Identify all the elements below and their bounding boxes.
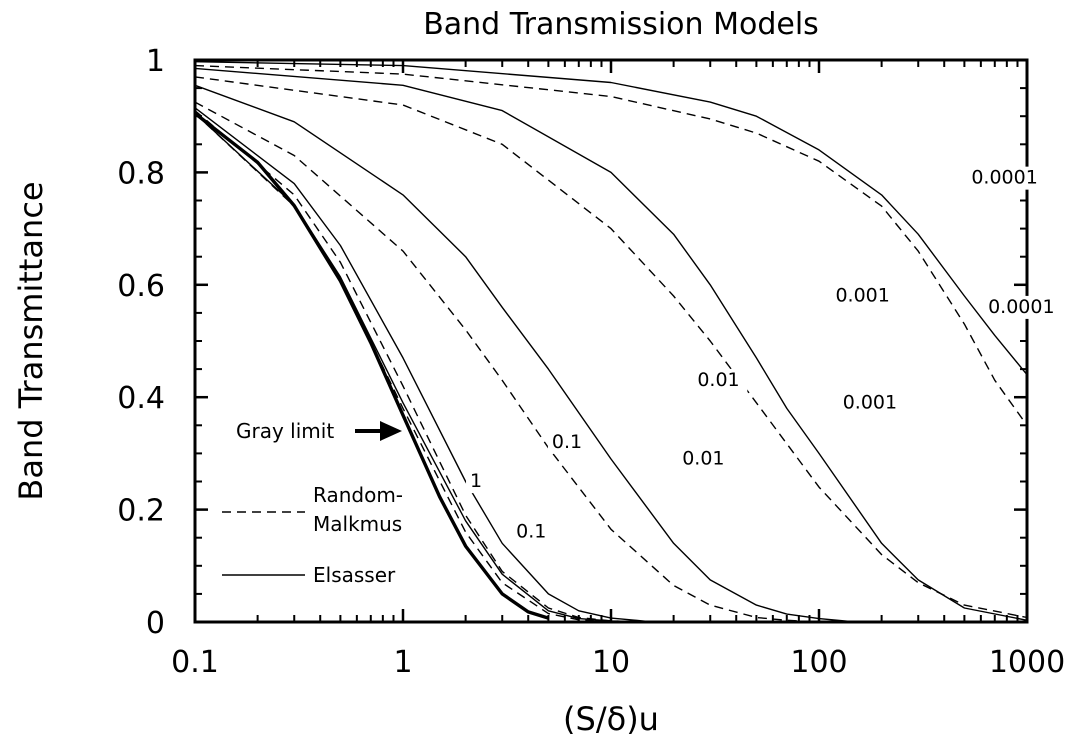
x-tick-label: 0.1 xyxy=(171,645,219,680)
x-tick-label: 1 xyxy=(393,645,412,680)
gray-limit-curve xyxy=(193,112,549,620)
curve-label: 0.1 xyxy=(516,521,546,543)
curves-group xyxy=(193,61,1028,623)
axis-ticks: 0 0.2 0.4 0.6 0.8 1 0.1 1 10 100 1000 xyxy=(117,44,1065,680)
arrow-head-icon xyxy=(380,421,402,441)
elsasser-curve xyxy=(194,107,674,623)
y-tick-label: 0.6 xyxy=(117,269,165,304)
x-tick-label: 10 xyxy=(592,645,630,680)
elsasser-curve xyxy=(194,67,1028,621)
curve-label-bg xyxy=(984,295,1062,319)
malkmus-curve xyxy=(194,64,1028,426)
x-tick-label: 1000 xyxy=(989,645,1065,680)
chart-title: Band Transmission Models xyxy=(423,7,819,42)
curve-label: 1 xyxy=(470,470,482,492)
curve-label-bg xyxy=(967,166,1045,190)
y-axis-label: Band Transmittance xyxy=(12,181,50,500)
gray-limit-annotation: Gray limit xyxy=(236,419,402,443)
plot-frame xyxy=(193,58,1029,624)
legend-label-elsasser: Elsasser xyxy=(313,563,396,587)
elsasser-curve xyxy=(194,112,648,623)
y-tick-label: 0 xyxy=(146,606,165,641)
y-tick-label: 0.4 xyxy=(117,381,165,416)
x-tick-label: 100 xyxy=(790,645,847,680)
legend-label-malkmus: Random- xyxy=(313,483,403,507)
malkmus-curve xyxy=(194,112,612,623)
gray-limit-label: Gray limit xyxy=(236,419,334,443)
curve-label-bg xyxy=(831,284,897,308)
curve-label-bg xyxy=(512,520,555,544)
curve-labels-group: 0.0001 0.0001 0.001 0.001 0.01 0.01 0.1 0.1 1 xyxy=(466,166,1062,544)
y-tick-label: 0.2 xyxy=(117,494,165,529)
legend: Random- Malkmus Elsasser xyxy=(222,483,403,587)
curve-label: 0.0001 xyxy=(988,296,1054,318)
curve-label: 0.001 xyxy=(835,285,889,307)
curve-label: 0.01 xyxy=(697,369,739,391)
curve-label-bg xyxy=(547,430,591,454)
y-tick-label: 1 xyxy=(146,44,165,79)
malkmus-curve xyxy=(194,101,820,623)
malkmus-curve xyxy=(194,76,1028,619)
curve-label-bg xyxy=(693,368,748,392)
elsasser-curve xyxy=(194,84,856,623)
x-axis-label: (S/δ)u xyxy=(563,700,659,738)
curve-label: 0.01 xyxy=(682,448,724,470)
plot-axes xyxy=(193,58,1029,624)
y-tick-label: 0.8 xyxy=(117,156,165,191)
elsasser-curve xyxy=(194,61,1028,376)
curve-label: 0.0001 xyxy=(971,167,1037,189)
curve-label-bg xyxy=(678,447,733,471)
legend-label-malkmus: Malkmus xyxy=(313,512,402,536)
curve-label-bg xyxy=(466,470,486,494)
curve-label-bg xyxy=(838,391,905,415)
curve-label: 0.001 xyxy=(843,391,897,413)
malkmus-curve xyxy=(194,110,648,623)
curve-label: 0.1 xyxy=(552,431,582,453)
